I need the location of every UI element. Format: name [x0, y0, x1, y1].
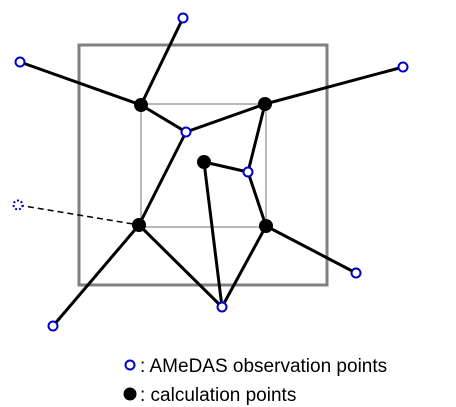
- observation-point: [180, 126, 192, 138]
- calculation-point: [197, 155, 211, 169]
- inner-frame: [140, 103, 267, 228]
- legend-calculation-marker: [123, 387, 137, 401]
- edges: [18, 16, 405, 328]
- network-edge: [220, 224, 268, 309]
- network-edge: [246, 102, 267, 174]
- network-edge: [139, 16, 185, 107]
- calculation-points: [132, 97, 273, 233]
- dashed-edge: [17, 204, 140, 226]
- network-edge: [246, 170, 268, 228]
- outer-frame: [77, 43, 329, 287]
- network-edge: [18, 60, 143, 107]
- network-edge: [139, 103, 188, 134]
- observation-point: [47, 320, 59, 332]
- legend-observation-marker: [124, 359, 136, 371]
- calculation-point: [258, 97, 272, 111]
- observation-point: [242, 166, 254, 178]
- legend: : AMeDAS observation points : calculatio…: [123, 356, 387, 406]
- calculation-point: [134, 98, 148, 112]
- network-edge: [202, 160, 224, 309]
- observation-point: [350, 267, 362, 279]
- network-edge: [51, 223, 141, 328]
- observation-point: [216, 301, 228, 313]
- network-edge: [263, 65, 405, 106]
- network-edge: [202, 160, 250, 174]
- legend-observation-label: : AMeDAS observation points: [140, 356, 387, 377]
- network-edge: [137, 223, 224, 309]
- network-edge: [264, 224, 358, 275]
- network-edge: [137, 130, 188, 227]
- calculation-point: [132, 218, 146, 232]
- observation-point: [397, 61, 409, 73]
- network-edge: [184, 102, 267, 134]
- legend-calculation-label: : calculation points: [140, 385, 296, 406]
- observation-point: [12, 199, 24, 211]
- observation-point: [14, 56, 26, 68]
- observation-points: [12, 12, 409, 332]
- calculation-point: [259, 219, 273, 233]
- observation-point: [177, 12, 189, 24]
